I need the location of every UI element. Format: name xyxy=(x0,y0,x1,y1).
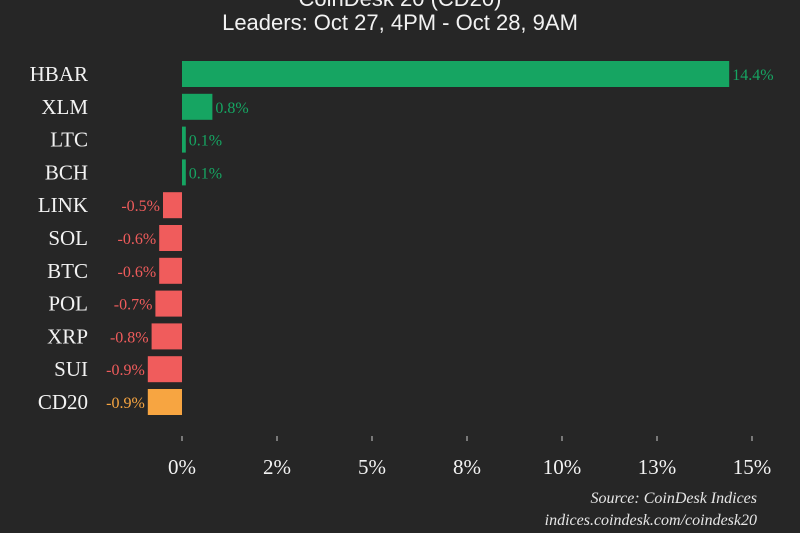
bar xyxy=(182,93,213,120)
data-label: -0.8% xyxy=(110,329,149,346)
data-label: -0.9% xyxy=(106,362,145,379)
data-label: 0.1% xyxy=(189,165,222,182)
x-tick-label: 10% xyxy=(543,455,582,479)
data-label: -0.7% xyxy=(114,297,153,314)
bar xyxy=(182,159,186,186)
chart-subtitle: Leaders: Oct 27, 4PM - Oct 28, 9AM xyxy=(222,10,578,35)
bar xyxy=(163,192,182,219)
x-tick-label: 2% xyxy=(263,455,291,479)
x-tick-label: 8% xyxy=(453,455,481,479)
bar xyxy=(147,356,182,383)
category-label: XRP xyxy=(47,324,88,348)
data-label: -0.6% xyxy=(118,231,157,248)
category-label: SOL xyxy=(48,226,88,250)
category-label: XLM xyxy=(41,95,88,119)
data-label: -0.5% xyxy=(121,198,160,215)
chart-title: CoinDesk 20 (CD20) xyxy=(0,0,800,12)
category-label: LTC xyxy=(50,128,88,152)
bar xyxy=(151,323,182,350)
x-tick-label: 5% xyxy=(358,455,386,479)
source-label: Source: CoinDesk Indices xyxy=(590,490,757,507)
x-tick-label: 15% xyxy=(733,455,772,479)
bar xyxy=(147,389,182,415)
category-label: BTC xyxy=(47,259,88,283)
x-tick-label: 0% xyxy=(168,455,196,479)
source-url[interactable]: indices.coindesk.com/coindesk20 xyxy=(544,512,757,529)
bar xyxy=(159,257,182,284)
category-label: SUI xyxy=(54,357,88,381)
category-label: HBAR xyxy=(30,62,88,86)
category-label: POL xyxy=(48,292,88,316)
data-label: 14.4% xyxy=(732,67,773,84)
data-label: 0.1% xyxy=(189,133,222,150)
category-label: LINK xyxy=(38,193,88,217)
bar xyxy=(182,126,186,153)
bar xyxy=(159,225,182,251)
category-label: BCH xyxy=(45,160,88,184)
category-label: CD20 xyxy=(38,390,88,414)
bar xyxy=(155,290,182,317)
x-tick-label: 13% xyxy=(638,455,677,479)
data-label: 0.8% xyxy=(215,100,248,117)
data-label: -0.9% xyxy=(106,395,145,412)
data-label: -0.6% xyxy=(118,264,157,281)
bar xyxy=(182,61,730,87)
